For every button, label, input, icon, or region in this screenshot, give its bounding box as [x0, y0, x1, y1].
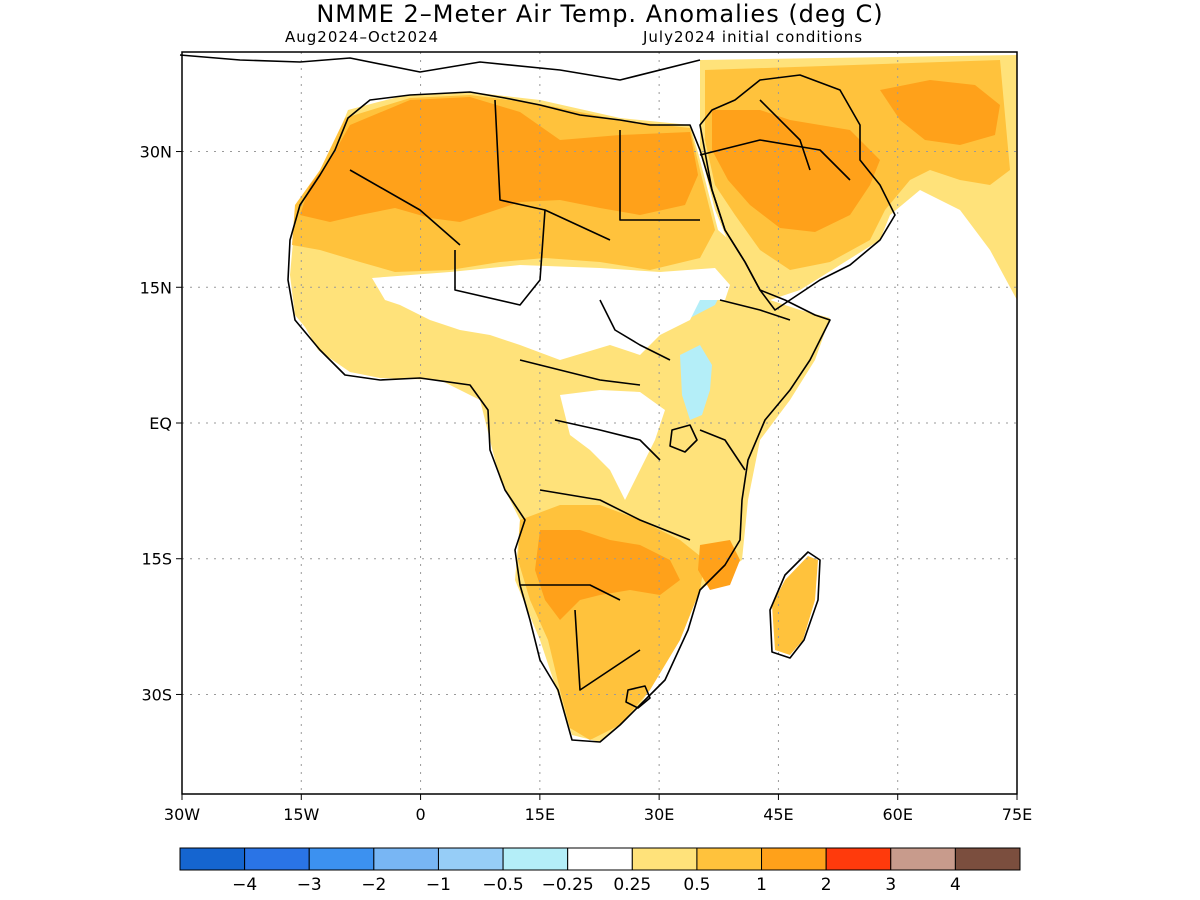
- colorbar-swatch: [696, 847, 763, 871]
- colorbar-swatch: [179, 847, 246, 871]
- border-saudi: [699, 139, 851, 181]
- europe-coastline: [179, 54, 701, 81]
- lon-tick-label: 60E: [882, 805, 912, 824]
- east-africa-cool-region: [680, 345, 712, 420]
- border-central-africa: [519, 359, 641, 386]
- border-chad-sudan: [599, 299, 671, 361]
- lat-tick-label: 30N: [140, 143, 172, 162]
- colorbar-swatch: [373, 847, 439, 871]
- colorbar-swatch: [308, 847, 375, 871]
- colorbar-swatch: [954, 847, 1021, 871]
- chart-title: NMME 2–Meter Air Temp. Anomalies (deg C): [316, 0, 884, 28]
- colorbar-swatch: [761, 847, 827, 871]
- colorbar-swatch: [890, 847, 956, 871]
- colorbar-swatch: [631, 847, 698, 871]
- border-angola-zambia: [539, 489, 691, 541]
- lon-tick-label: 30E: [644, 805, 674, 824]
- colorbar-label: −0.25: [542, 875, 594, 895]
- border-east-africa: [699, 429, 746, 471]
- border-iran-iraq: [759, 99, 811, 171]
- lat-tick-label: 15S: [141, 550, 172, 569]
- border-horn: [719, 299, 791, 321]
- colorbar-label: −0.5: [482, 875, 523, 895]
- south-africa-hot-region: [535, 530, 680, 620]
- colorbar-label: 0.5: [683, 875, 710, 895]
- colorbar-swatch: [825, 847, 892, 871]
- congo-white-region: [560, 390, 665, 500]
- anomaly-fills: [290, 55, 1017, 742]
- lake-victoria: [669, 424, 698, 453]
- lon-tick-label: 45E: [763, 805, 793, 824]
- madagascar-warm-region: [772, 556, 818, 655]
- initial-conditions: July2024 initial conditions: [643, 28, 864, 46]
- africa-coastline: [287, 91, 831, 743]
- border-south-africa: [574, 609, 641, 691]
- arabia-coastline: [699, 74, 896, 311]
- sahel-white-region: [372, 265, 730, 360]
- lon-tick-label: 30W: [164, 805, 200, 824]
- colorbar-swatch: [567, 847, 633, 871]
- border-sahara-west: [349, 169, 461, 246]
- colorbar-label: −4: [232, 875, 257, 895]
- iran-hot-region: [880, 80, 1000, 145]
- lat-tick-label: EQ: [149, 414, 172, 433]
- lesotho: [625, 685, 651, 709]
- colorbar: −4 −3 −2 −1 −0.5 −0.25 0.25 0.5 1 2 3 4: [179, 847, 1021, 895]
- lon-tick-label: 15W: [283, 805, 319, 824]
- border-sahel: [454, 209, 546, 306]
- east-africa-hot-region: [698, 540, 740, 590]
- border-namibia-botswana: [520, 584, 621, 601]
- colorbar-label: −3: [297, 875, 322, 895]
- sahara-hot-region: [300, 97, 698, 222]
- arabia-hot-region: [712, 110, 880, 232]
- forecast-period: Aug2024–Oct2024: [285, 28, 440, 46]
- colorbar-label: 2: [821, 875, 832, 895]
- lat-tick-label: 15N: [140, 278, 172, 297]
- colorbar-label: 0.25: [613, 875, 651, 895]
- gridlines: [182, 52, 1017, 794]
- colorbar-label: −2: [361, 875, 386, 895]
- lat-tick-label: 30S: [141, 685, 172, 704]
- lon-tick-label: 75E: [1002, 805, 1032, 824]
- colorbar-swatch: [502, 847, 569, 871]
- axis-ticks: 30N 15N EQ 15S 30S 30W 15W 0 15E 30E 45E 60E 75E: [140, 143, 1033, 824]
- border-egypt-libya: [619, 130, 700, 221]
- west-africa-weak-warm-region: [300, 315, 450, 378]
- border-congo: [554, 419, 661, 461]
- colorbar-label: −1: [426, 875, 451, 895]
- coastlines: [179, 54, 896, 743]
- colorbar-swatch: [244, 847, 310, 871]
- lon-tick-label: 15E: [525, 805, 555, 824]
- lon-tick-label: 0: [415, 805, 425, 824]
- colorbar-swatch: [437, 847, 504, 871]
- colorbar-label: 4: [950, 875, 961, 895]
- colorbar-label: 3: [885, 875, 896, 895]
- colorbar-label: 1: [756, 875, 767, 895]
- madagascar-coastline: [769, 551, 821, 659]
- border-algeria-south: [494, 99, 611, 241]
